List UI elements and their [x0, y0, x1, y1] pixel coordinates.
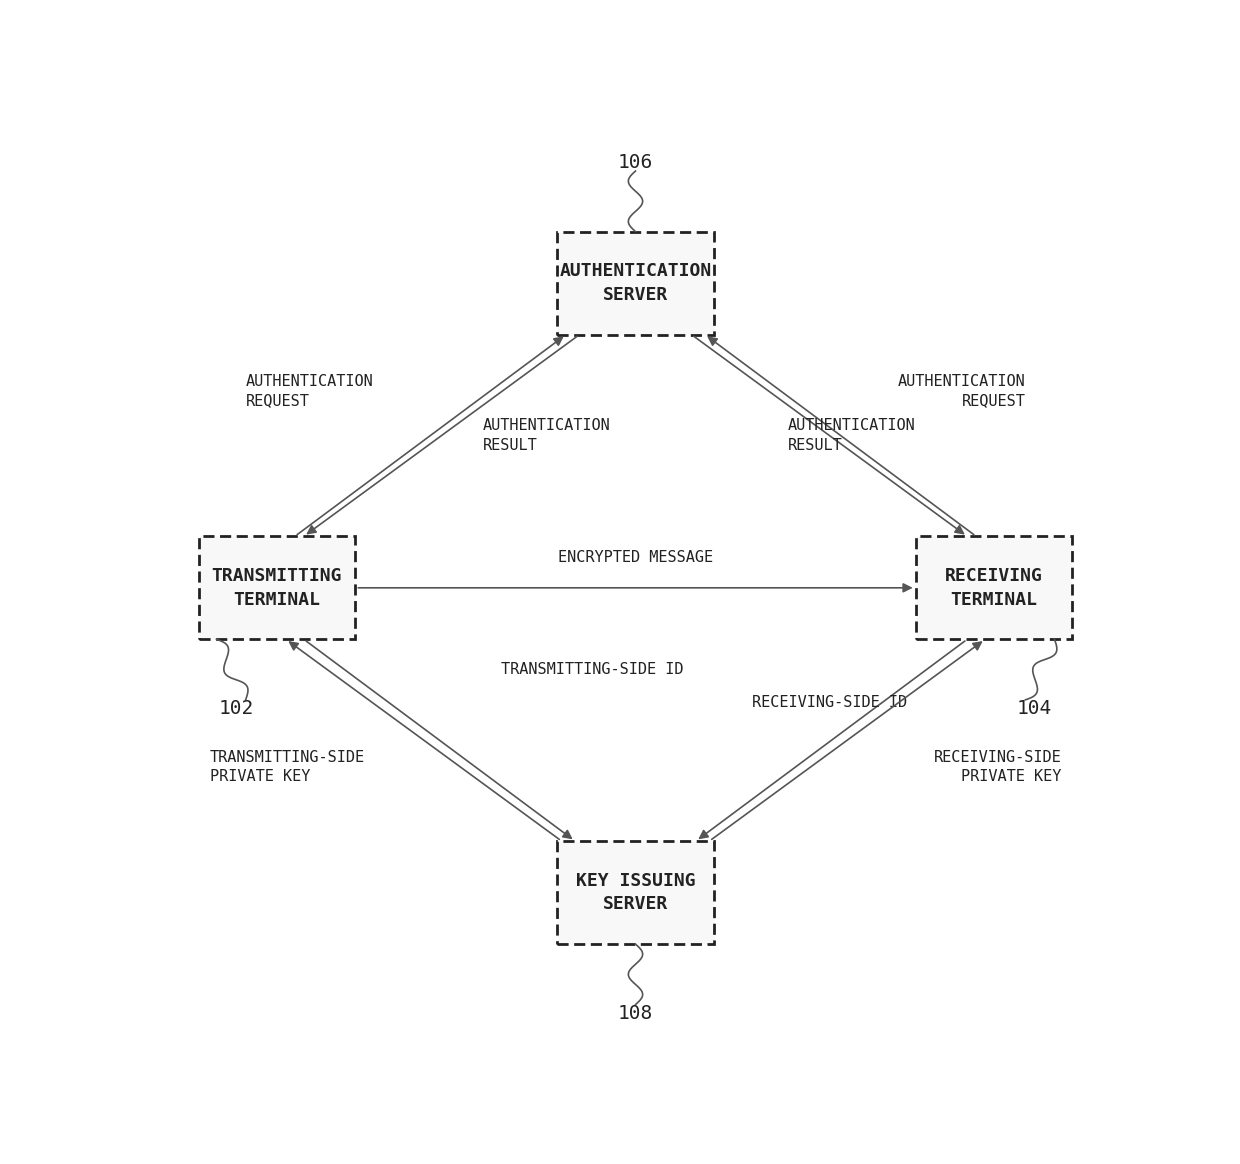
Text: 108: 108: [618, 1005, 653, 1023]
Text: AUTHENTICATION
SERVER: AUTHENTICATION SERVER: [559, 262, 712, 304]
Text: TRANSMITTING-SIDE ID: TRANSMITTING-SIDE ID: [501, 662, 683, 677]
Text: RECEIVING
TERMINAL: RECEIVING TERMINAL: [945, 567, 1043, 609]
Text: 104: 104: [1017, 700, 1052, 718]
Text: AUTHENTICATION
REQUEST: AUTHENTICATION REQUEST: [246, 374, 373, 407]
Text: 106: 106: [618, 152, 653, 171]
FancyBboxPatch shape: [557, 842, 714, 944]
Text: AUTHENTICATION
RESULT: AUTHENTICATION RESULT: [484, 418, 611, 453]
Text: TRANSMITTING
TERMINAL: TRANSMITTING TERMINAL: [212, 567, 342, 609]
Text: 102: 102: [219, 700, 254, 718]
FancyBboxPatch shape: [198, 537, 356, 639]
FancyBboxPatch shape: [915, 537, 1073, 639]
Text: RECEIVING-SIDE ID: RECEIVING-SIDE ID: [751, 695, 908, 710]
Text: AUTHENTICATION
RESULT: AUTHENTICATION RESULT: [787, 418, 915, 453]
Text: TRANSMITTING-SIDE
PRIVATE KEY: TRANSMITTING-SIDE PRIVATE KEY: [210, 750, 365, 785]
Text: RECEIVING-SIDE
PRIVATE KEY: RECEIVING-SIDE PRIVATE KEY: [934, 750, 1061, 785]
FancyBboxPatch shape: [557, 232, 714, 334]
Text: AUTHENTICATION
REQUEST: AUTHENTICATION REQUEST: [898, 374, 1025, 407]
Text: KEY ISSUING
SERVER: KEY ISSUING SERVER: [575, 872, 696, 914]
Text: ENCRYPTED MESSAGE: ENCRYPTED MESSAGE: [558, 551, 713, 566]
